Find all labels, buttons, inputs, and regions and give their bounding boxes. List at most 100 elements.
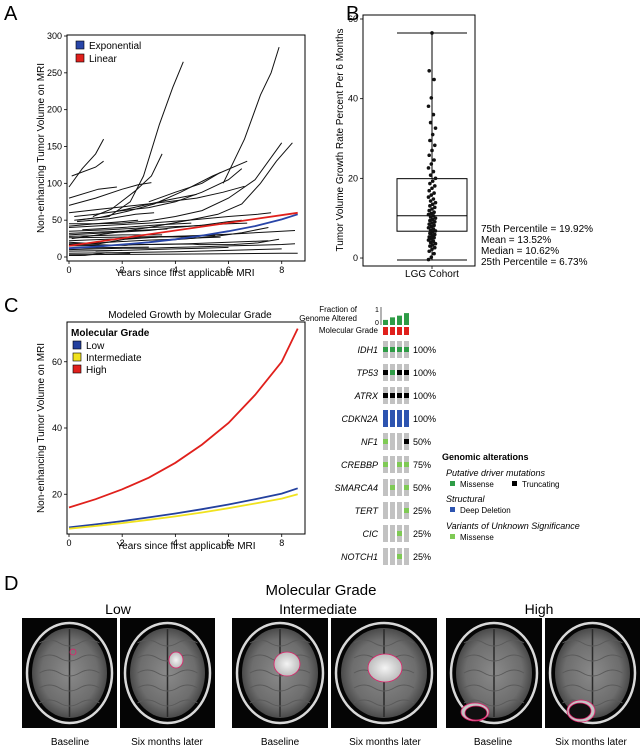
- legend-swatch-exponential: [75, 40, 85, 50]
- data-point: [431, 227, 436, 231]
- y-tick-label: 20: [52, 489, 62, 499]
- gene-row-crebbp: CREBBP 75%: [341, 456, 431, 473]
- patient-trajectory: [68, 222, 248, 232]
- mri-sulcus: [463, 654, 525, 662]
- gene-cell-missense: [383, 347, 388, 352]
- patient-trajectory: [76, 212, 155, 223]
- gene-cell-vus: [404, 485, 409, 490]
- mri-sulcus: [39, 639, 100, 647]
- panel-label-b: B: [346, 3, 359, 25]
- gene-cell-deep-deletion: [390, 410, 395, 427]
- x-tick-label: 2: [120, 265, 125, 275]
- gene-cell-bg: [397, 433, 402, 450]
- chart-a-axes: 0 2 4 6 8 0 50 100 150 200 250 300: [47, 31, 284, 275]
- gene-pct: 50%: [413, 483, 431, 493]
- chart-b-frame: [362, 14, 476, 267]
- putative-title: Putative driver mutations: [446, 468, 546, 478]
- chart-b: 0 20 40 60 LGG Cohort Tumor Volume Growth R…: [335, 14, 593, 280]
- gene-label: SMARCA4: [334, 483, 378, 493]
- gene-cell-truncating: [404, 439, 409, 444]
- y-tick-label: 20: [348, 173, 358, 183]
- chart-b-ylabel: Tumor Volume Growth Rate Percent Per 6 M…: [335, 28, 346, 251]
- gene-cell-bg: [390, 433, 395, 450]
- legend-swatch-intermediate: [72, 352, 82, 362]
- oncoprint-rows: IDH1 100% TP53 100% ATRX 100% CDKN2A 100% NF1 50%…: [334, 341, 436, 565]
- label-deep-deletion: Deep Deletion: [460, 506, 511, 515]
- legend-label-exponential: Exponential: [89, 41, 141, 52]
- alterations-legend-title: Genomic alterations: [442, 452, 529, 462]
- data-point: [426, 257, 431, 262]
- patient-trajectory: [68, 228, 168, 234]
- data-point: [433, 216, 438, 220]
- gene-cell-bg: [383, 479, 388, 496]
- data-point: [429, 211, 434, 216]
- chart-b-stats: 75th Percentile = 19.92% Mean = 13.52% M…: [481, 224, 593, 268]
- data-point: [427, 208, 432, 213]
- gene-cell-bg: [397, 479, 402, 496]
- mri-sulcus: [137, 654, 198, 662]
- chart-a-ylabel: Non-enhancing Tumor Volume on MRI: [36, 63, 47, 233]
- gene-label: NOTCH1: [341, 552, 378, 562]
- patient-trajectory: [68, 248, 282, 254]
- alterations-legend: Genomic alterations Putative driver muta…: [442, 452, 580, 542]
- gene-cell-vus: [404, 508, 409, 513]
- mri-sulcus: [249, 699, 311, 707]
- y-tick-label: 60: [348, 14, 358, 24]
- gene-cell-truncating: [404, 393, 409, 398]
- fga-label-line2: Genome Altered: [299, 314, 357, 323]
- chart-b-axes: 0 20 40 60: [348, 14, 433, 269]
- mri-sulcus: [562, 684, 623, 692]
- x-tick-label: 4: [173, 538, 178, 548]
- chart-c-xlabel: Years since first applicable MRI: [116, 541, 255, 552]
- mri-sulcus: [463, 684, 525, 692]
- mri-sulcus: [137, 669, 198, 677]
- gene-cell-vus: [383, 462, 388, 467]
- caption-int-six-months: Six months later: [349, 737, 421, 748]
- chart-a: 0 2 4 6 8 0 50 100 150 200 250 300 Exponential Line…: [36, 31, 306, 279]
- swatch-deep-deletion: [450, 507, 455, 512]
- data-point: [430, 247, 434, 252]
- data-point: [429, 224, 434, 229]
- gene-cell-bg: [397, 502, 402, 519]
- legend-label-linear: Linear: [89, 54, 117, 65]
- gene-pct: 100%: [413, 345, 436, 355]
- data-point: [433, 205, 437, 210]
- chart-b-points: [426, 31, 438, 262]
- gene-cell-vus: [383, 439, 388, 444]
- group-label-intermediate: Intermediate: [279, 601, 357, 617]
- panel-label-a: A: [4, 3, 18, 25]
- patient-trajectory: [74, 61, 184, 221]
- stat-25th-percentile: 25th Percentile = 6.73%: [481, 257, 588, 268]
- patient-trajectory: [68, 138, 105, 188]
- data-point: [432, 223, 436, 228]
- gene-pct: 100%: [413, 391, 436, 401]
- molgrade-cell: [383, 327, 388, 335]
- gene-cell-vus: [404, 462, 409, 467]
- fit-line-exponential: [68, 213, 298, 250]
- x-tick-label: 6: [226, 538, 231, 548]
- vus-title: Variants of Unknown Significance: [446, 521, 580, 531]
- data-point: [430, 202, 435, 207]
- patient-trajectory: [68, 212, 272, 228]
- data-point: [433, 200, 438, 205]
- growth-line-low: [68, 487, 298, 529]
- gene-cell-truncating: [390, 393, 395, 398]
- gene-cell-bg: [390, 502, 395, 519]
- fga-label-line1: Fraction of: [319, 305, 358, 314]
- data-point: [431, 239, 436, 244]
- chart-c-axes: 0 2 4 6 8 20 40 60: [52, 357, 284, 548]
- fga-bars: [383, 313, 409, 325]
- y-tick-label: 250: [47, 68, 62, 78]
- gene-row-smarca4: SMARCA4 50%: [334, 479, 431, 496]
- patient-trajectory: [68, 243, 296, 251]
- fga-axis-bottom: 0: [375, 320, 379, 327]
- gene-label: TERT: [355, 506, 380, 516]
- gene-row-notch1: NOTCH1 25%: [341, 548, 431, 565]
- gene-pct: 25%: [413, 506, 431, 516]
- panel-label-d: D: [4, 573, 18, 595]
- data-point: [432, 77, 436, 82]
- fga-bar: [397, 315, 402, 325]
- gene-cell-vus: [397, 462, 402, 467]
- oncoprint: Fraction of Genome Altered 1 0 Molecular…: [299, 305, 436, 565]
- gene-pct: 50%: [413, 437, 431, 447]
